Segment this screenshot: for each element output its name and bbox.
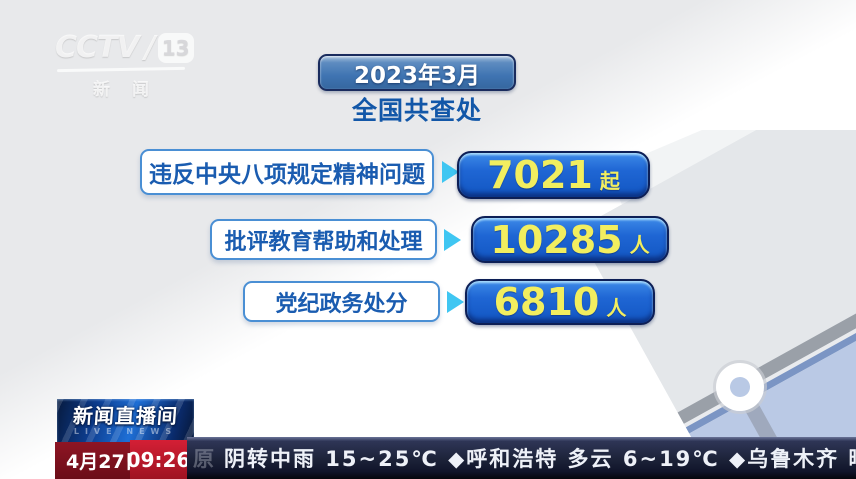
clipboard-graphic <box>576 130 856 479</box>
arrow-right-icon <box>447 291 464 313</box>
channel-number-badge: 13 <box>157 32 194 63</box>
arrow-right-icon <box>442 161 459 183</box>
weather-ticker: 原 阴转中雨 15~25℃ ◆呼和浩特 多云 6~19℃ ◆乌鲁木齐 晴 11~… <box>187 437 856 479</box>
program-subtitle: LIVE NEWS <box>73 427 178 436</box>
stat-label-1: 违反中央八项规定精神问题 <box>140 149 434 195</box>
stat-value-1: 7021 起 <box>457 151 650 199</box>
cctv-logo-slash: / <box>144 30 156 65</box>
scope-label: 全国共查处 <box>351 96 482 125</box>
program-title: 新闻直播间 <box>72 404 179 428</box>
stat-unit-2: 人 <box>629 233 650 257</box>
stat-number-3: 6810 <box>493 280 600 324</box>
arrow-right-icon <box>444 229 461 251</box>
ticker-partial-glyph: 原 <box>193 447 216 471</box>
stat-number-1: 7021 <box>487 153 593 197</box>
stat-label-2: 批评教育帮助和处理 <box>210 219 437 260</box>
cctv-logo-subtitle: 新闻 <box>93 80 171 100</box>
period-pill: 2023年3月 <box>318 54 516 91</box>
stat-unit-1: 起 <box>599 168 620 193</box>
stat-value-2: 10285 人 <box>471 216 669 263</box>
stat-unit-3: 人 <box>606 295 627 320</box>
stat-label-3: 党纪政务处分 <box>243 281 440 322</box>
stat-number-2: 10285 <box>490 217 623 262</box>
stat-value-3: 6810 人 <box>465 279 655 325</box>
ticker-text: 阴转中雨 15~25℃ ◆呼和浩特 多云 6~19℃ ◆乌鲁木齐 晴 11~20… <box>224 447 856 471</box>
cctv-logo-text: CCTV <box>55 30 140 65</box>
cctv-watermark: CCTV / 13 新闻 <box>55 30 194 100</box>
clock: 09:26 <box>127 440 190 479</box>
cctv-logo-swoosh <box>56 66 186 73</box>
program-logo: 新闻直播间 LIVE NEWS <box>57 399 194 443</box>
